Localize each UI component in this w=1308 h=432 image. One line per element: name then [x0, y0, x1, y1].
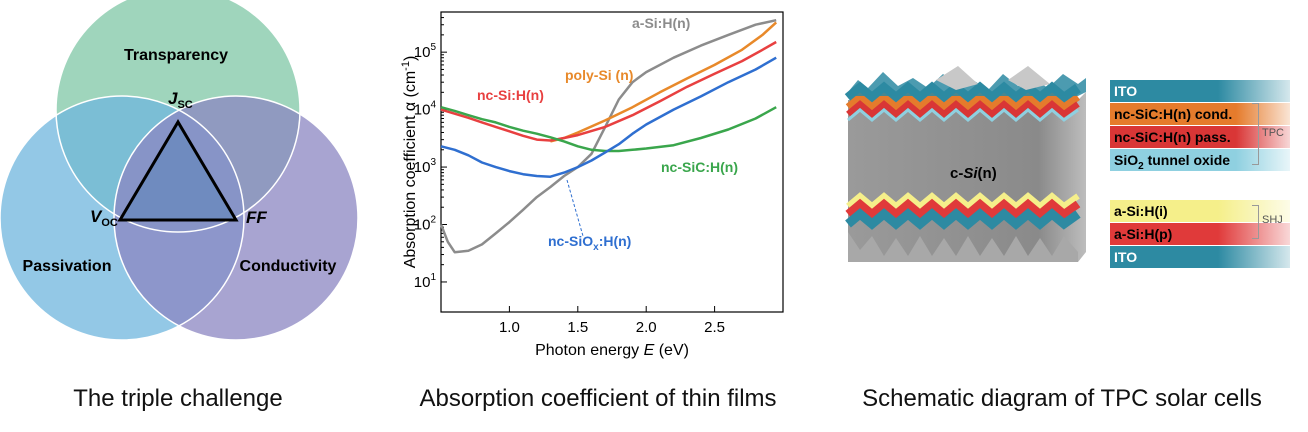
- y-tick-label: 103: [414, 157, 437, 176]
- series-line-4: [440, 56, 777, 178]
- series-line-2: [440, 40, 777, 142]
- series-line-3: [440, 105, 777, 153]
- legend-sic-pass: nc-SiC:H(n) pass.: [1110, 126, 1290, 148]
- bracket-tpc: [1252, 103, 1259, 165]
- caption-chart: Absorption coefficient of thin films: [419, 385, 777, 412]
- y-tick-label: 101: [414, 272, 437, 291]
- plot-frame: [440, 11, 784, 313]
- vertex-jsc: JSC: [168, 89, 193, 111]
- vertex-ff: FF: [246, 208, 267, 227]
- label-passivation: Passivation: [23, 258, 112, 275]
- legend-ito-top: ITO: [1110, 80, 1290, 102]
- label-conductivity: Conductivity: [240, 258, 337, 275]
- venn-diagram: Transparency Passivation Conductivity JS…: [0, 0, 359, 341]
- label-transparency: Transparency: [124, 47, 228, 64]
- series-label-ncsic: nc-SiC:H(n): [661, 159, 738, 175]
- group-tpc: TPC: [1262, 127, 1284, 139]
- absorption-chart: 1.0 1.5 2.0 2.5 101 102 103 104 105 Photon energ…: [400, 11, 784, 359]
- legend-asi-i: a-Si:H(i): [1110, 200, 1290, 222]
- vertex-voc: VOC: [90, 207, 118, 229]
- layer-sic-cond: [845, 92, 1081, 112]
- y-tick-label: 102: [414, 215, 437, 234]
- series-label-ncsi: nc-Si:H(n): [477, 87, 544, 103]
- layer-ito-bottom: [845, 208, 1081, 230]
- y-tick-label: 105: [414, 42, 437, 61]
- chart-panel: 1.0 1.5 2.0 2.5 101 102 103 104 105 Photon energ…: [395, 0, 810, 370]
- series-label-polysi: poly-Si (n): [565, 67, 633, 83]
- legend-sio2: SiO2 tunnel oxide: [1110, 149, 1290, 172]
- bracket-shj: [1252, 205, 1259, 239]
- annotation-pointer: [566, 179, 584, 237]
- bulk-label: c-Si(n): [950, 165, 997, 182]
- legend-ito-bottom: ITO: [1110, 246, 1290, 268]
- x-tick-label: 2.5: [704, 319, 725, 336]
- layer-asi-i: [846, 192, 1080, 210]
- triangle: [117, 119, 239, 222]
- x-axis-label: Photon energy E (eV): [535, 342, 689, 359]
- layer-sic-pass: [846, 100, 1080, 118]
- series-label-asi: a-Si:H(n): [632, 15, 690, 31]
- group-shj: SHJ: [1262, 214, 1283, 226]
- caption-venn: The triple challenge: [73, 385, 283, 412]
- schematic-panel: c-Si(n): [838, 0, 1098, 320]
- y-tick-label: 104: [414, 100, 437, 119]
- legend-asi-p: a-Si:H(p): [1110, 223, 1290, 245]
- series-label-ncsiox: nc-SiOx:H(n): [548, 233, 631, 253]
- series-line-1: [550, 21, 778, 143]
- layer-asi-p: [845, 198, 1081, 220]
- x-tick-label: 2.0: [636, 319, 657, 336]
- series-line-0: [439, 18, 777, 254]
- x-tick-label: 1.5: [567, 319, 588, 336]
- bottom-texture: [848, 232, 1078, 262]
- x-tick-label: 1.0: [499, 319, 520, 336]
- venn-panel: Transparency Passivation Conductivity JS…: [0, 0, 380, 360]
- y-axis-label: Absorption coefficient α (cm-1): [400, 56, 419, 269]
- legend-sic-cond: nc-SiC:H(n) cond.: [1110, 103, 1290, 125]
- cell-schematic: c-Si(n): [844, 66, 1086, 262]
- caption-schematic: Schematic diagram of TPC solar cells: [862, 385, 1262, 412]
- layer-sio2: [847, 108, 1079, 122]
